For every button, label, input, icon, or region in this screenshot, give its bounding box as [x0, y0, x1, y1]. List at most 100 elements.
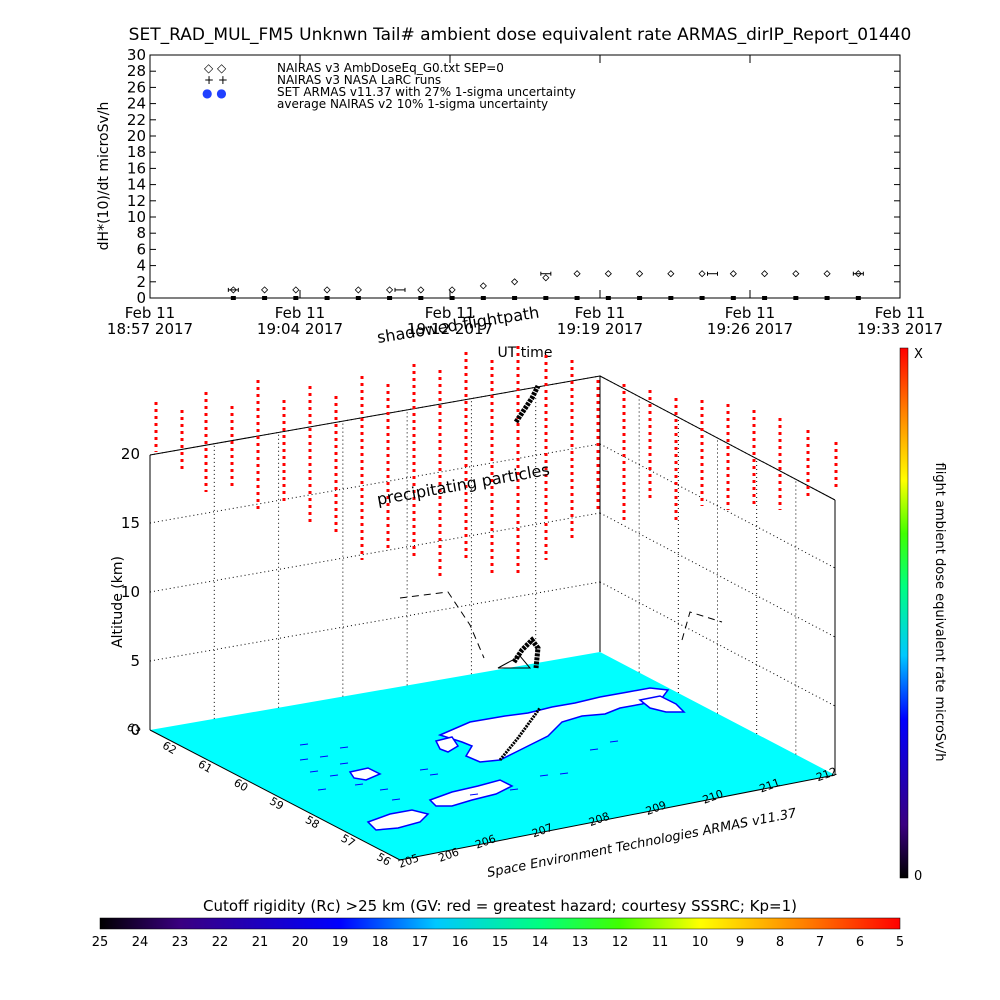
legend-label: average NAIRAS v2 10% 1-sigma uncertaint… — [277, 97, 548, 111]
box-edge — [149, 375, 601, 456]
rigidity-tick-label: 12 — [612, 935, 629, 950]
x-tick-label: Feb 11 — [725, 304, 775, 322]
x-tick-label: Feb 11 — [875, 304, 925, 322]
flight-shadow — [681, 611, 723, 641]
x-tick-label: 19:19 2017 — [557, 320, 643, 338]
lat-tick-label: 62 — [160, 739, 179, 757]
coast-fragment — [419, 768, 429, 771]
x-tick-label: 19:26 2017 — [707, 320, 793, 338]
annotation-precipitating: precipitating particles — [375, 460, 551, 509]
latitude-axis: 63 62 61 60 59 58 57 56 — [124, 720, 393, 868]
coast-fragment — [329, 774, 339, 777]
coast-fragment — [469, 793, 479, 796]
rigidity-tick-label: 23 — [172, 935, 189, 950]
rigidity-tick-label: 7 — [816, 935, 824, 950]
flight-top-segment — [513, 384, 541, 424]
top-plot-frame — [149, 54, 901, 299]
grid-line — [149, 512, 601, 593]
y-tick-label: 10 — [127, 208, 146, 226]
x-tick-label: Feb 11 — [425, 304, 475, 322]
diamond-point — [479, 282, 487, 290]
rigidity-bar: Cutoff rigidity (Rc) >25 km (GV: red = g… — [92, 897, 904, 950]
flight-mid-segment — [511, 636, 541, 669]
land-southwest — [366, 809, 430, 831]
diamond-point — [386, 286, 394, 294]
land-east — [638, 695, 686, 713]
lat-tick-label: 61 — [196, 757, 215, 775]
coastline-fragments — [299, 740, 619, 801]
rigidity-tick-label: 20 — [292, 935, 309, 950]
3d-panel: 0 5 10 15 20 Altitude (km) 63 62 61 60 59 58 5… — [110, 303, 839, 881]
diamond-point — [823, 270, 831, 278]
x-tick-label: Feb 11 — [275, 304, 325, 322]
y-tick-label: 20 — [127, 127, 146, 145]
legend-label: NAIRAS v3 AmbDoseEq_G0.txt SEP=0 — [277, 61, 504, 75]
armas-point — [730, 296, 736, 300]
diamond-point — [542, 274, 550, 282]
y-tick-label: 12 — [127, 192, 146, 210]
diamond-point — [761, 270, 769, 278]
z-tick-label: 15 — [121, 514, 140, 532]
rigidity-tick-label: 24 — [132, 935, 149, 950]
rigidity-tick-label: 9 — [736, 935, 744, 950]
z-axis-label: Altitude (km) — [110, 556, 126, 648]
legend-label: SET ARMAS v11.37 with 27% 1-sigma uncert… — [277, 85, 576, 99]
armas-point — [262, 296, 268, 300]
coast-fragment — [391, 798, 401, 801]
y-axis-label: dH*(10)/dt microSv/h — [96, 102, 112, 251]
diamond-point — [792, 270, 800, 278]
diamond-point — [229, 286, 237, 294]
box-edge — [599, 375, 836, 501]
y-tick-label: 28 — [127, 62, 146, 80]
armas-point — [543, 296, 549, 300]
land-middle — [348, 767, 382, 781]
x-tick-label: 19:12 2017 — [407, 320, 493, 338]
land-south — [428, 779, 514, 807]
armas-point — [637, 296, 643, 300]
diamond-point — [636, 270, 644, 278]
armas-point — [418, 296, 424, 300]
land-north — [437, 687, 670, 763]
coast-fragment — [559, 772, 569, 775]
diamond-point — [854, 270, 862, 278]
z-tick-label: 10 — [121, 583, 140, 601]
rigidity-tick-label: 6 — [856, 935, 864, 950]
armas-point — [387, 296, 393, 300]
precipitating-particles — [154, 346, 838, 578]
diamond-point — [292, 286, 300, 294]
rigidity-tick-label: 8 — [776, 935, 784, 950]
rigidity-tick-label: 17 — [412, 935, 429, 950]
lat-tick-label: 59 — [267, 795, 286, 813]
rigidity-ticks: 25 24 23 22 21 20 19 18 17 16 15 14 13 12 11 10 9 8 7 6 5 — [92, 935, 904, 950]
diamond-point — [354, 286, 362, 294]
armas-point — [793, 296, 799, 300]
coast-fragment — [354, 783, 364, 786]
diamond-point — [573, 270, 581, 278]
x-tick-label: 19:04 2017 — [257, 320, 343, 338]
rigidity-tick-label: 18 — [372, 935, 389, 950]
box-edge — [149, 729, 401, 861]
armas-point — [574, 296, 580, 300]
box-edge — [399, 774, 836, 861]
diamond-point — [511, 278, 519, 286]
colorbar: X 0 flight ambient dose equivalent rate … — [899, 347, 947, 884]
series-marks — [227, 270, 864, 300]
x-tick-label: 18:57 2017 — [107, 320, 193, 338]
diamond-point — [729, 270, 737, 278]
coast-fragment — [429, 773, 439, 776]
flight-path — [399, 384, 723, 761]
rigidity-tick-label: 21 — [252, 935, 269, 950]
chart-title: SET_RAD_MUL_FM5 Unknwn Tail# ambient dos… — [129, 25, 912, 45]
armas-point — [855, 296, 861, 300]
diamond-point — [323, 286, 331, 294]
y-tick-label: 2 — [136, 273, 146, 291]
coast-fragment — [339, 746, 349, 749]
coast-fragment — [299, 758, 309, 761]
legend: ◇ ◇ NAIRAS v3 AmbDoseEq_G0.txt SEP=0 + +… — [202, 61, 576, 111]
y-tick-label: 16 — [127, 159, 146, 177]
armas-point — [449, 296, 455, 300]
rigidity-tick-label: 5 — [896, 935, 904, 950]
z-tick-label: 20 — [121, 445, 140, 463]
